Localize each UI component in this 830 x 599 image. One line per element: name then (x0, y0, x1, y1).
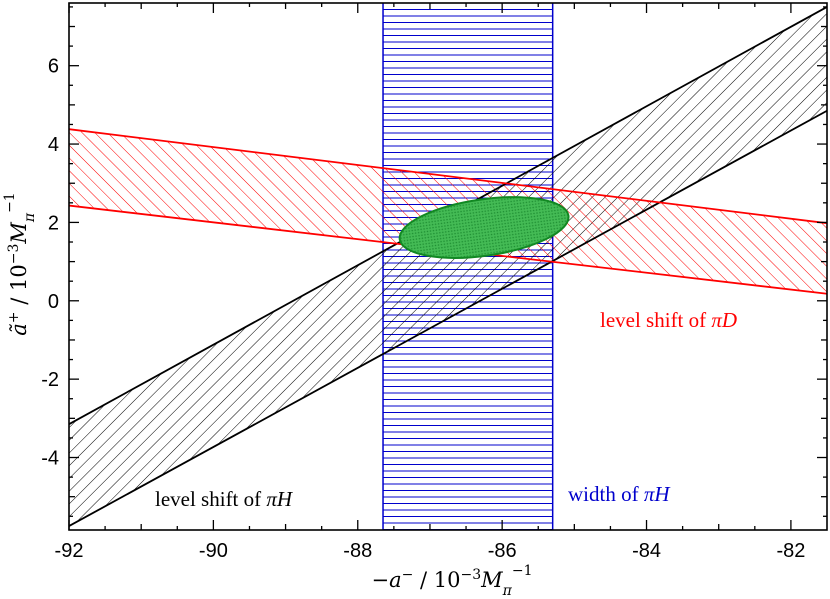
y-axis-label: ã+ / 10−3Mπ−1 (2, 192, 38, 335)
x-tick-label: -92 (55, 540, 84, 562)
y-tick-label: 4 (48, 134, 59, 156)
x-tick-label: -88 (343, 540, 372, 562)
band-level-shift-pid-upper-edge (69, 128, 827, 225)
x-tick-label: -86 (488, 540, 517, 562)
x-tick-label: -84 (632, 540, 661, 562)
plot-frame (68, 2, 828, 531)
x-tick-label: -90 (199, 540, 228, 562)
y-tick-label: 2 (48, 212, 59, 234)
y-tick-label: 0 (48, 291, 59, 313)
combined-constraint-ellipse (398, 196, 570, 259)
annotation-level-shift-pih: level shift of πH (155, 487, 294, 511)
band-level-shift-pih (69, 6, 827, 527)
y-tick-label: 6 (48, 56, 59, 78)
band-level-shift-pih-lower-edge (69, 109, 827, 527)
x-tick-label: -82 (776, 540, 805, 562)
x-axis-label: −a− / 10−3Mπ−1 (371, 563, 532, 599)
annotation-width-of-pih: width of πH (568, 482, 671, 506)
annotation-level-shift-pid: level shift of πD (600, 308, 737, 332)
axis-ticks: -92 -90 -88 -86 -84 -82 -4 -2 0 2 4 6 (41, 3, 827, 562)
y-tick-label: -2 (41, 369, 59, 391)
y-tick-label: -4 (41, 448, 59, 470)
